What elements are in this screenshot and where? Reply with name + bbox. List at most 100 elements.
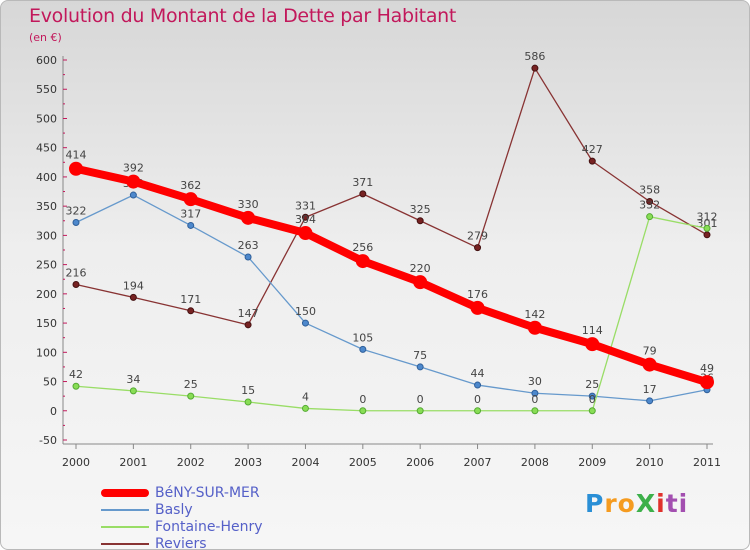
- data-label: 301: [697, 217, 718, 230]
- data-label: 0: [474, 393, 481, 406]
- y-tick-label: 150: [36, 317, 57, 330]
- data-point: [72, 382, 80, 390]
- data-label: 392: [123, 162, 144, 175]
- data-point: [646, 213, 654, 221]
- data-point: [531, 64, 539, 72]
- data-label: 362: [180, 179, 201, 192]
- data-label: 332: [639, 199, 660, 212]
- series-line: [75, 194, 708, 402]
- data-label: 0: [417, 393, 424, 406]
- data-point: [413, 275, 428, 290]
- data-label: 25: [184, 378, 198, 391]
- data-label: 42: [69, 368, 83, 381]
- data-point: [301, 319, 309, 327]
- data-label: 312: [697, 210, 718, 223]
- data-point: [244, 398, 252, 406]
- data-label: 114: [582, 324, 603, 337]
- y-tick-label: 350: [36, 200, 57, 213]
- data-point: [703, 224, 711, 232]
- data-label: 325: [410, 203, 431, 216]
- logo-letter: o: [617, 489, 636, 518]
- data-point: [187, 307, 195, 315]
- logo-letter: t: [665, 489, 679, 518]
- data-point: [187, 392, 195, 400]
- proxiti-logo: ProXiti: [585, 489, 688, 518]
- line-chart: -500501001502002503003504004505005506002…: [36, 50, 721, 469]
- data-label: 79: [643, 345, 657, 358]
- chart-title: Evolution du Montant de la Dette par Hab…: [29, 5, 457, 27]
- legend-label: Basly: [155, 502, 193, 518]
- x-tick-label: 2002: [177, 456, 205, 469]
- unit-label: (en €): [29, 31, 62, 44]
- data-label: 427: [582, 143, 603, 156]
- data-label: 586: [524, 50, 545, 63]
- data-label: 0: [531, 393, 538, 406]
- data-label: 49: [700, 362, 714, 375]
- data-label: 34: [126, 373, 140, 386]
- data-label: 358: [639, 183, 660, 196]
- data-label: 317: [180, 207, 201, 220]
- data-label: 256: [352, 241, 373, 254]
- data-label: 322: [66, 205, 87, 218]
- data-label: 331: [295, 199, 316, 212]
- data-label: 194: [123, 279, 144, 292]
- data-point: [474, 407, 482, 415]
- logo-letter: i: [678, 489, 689, 518]
- legend-label: BéNY-SUR-MER: [155, 485, 260, 501]
- data-label: 414: [66, 149, 87, 162]
- legend-label: Fontaine-Henry: [155, 519, 263, 535]
- data-point: [585, 337, 600, 352]
- x-tick-label: 2005: [349, 456, 377, 469]
- data-label: 44: [471, 367, 485, 380]
- data-point: [646, 397, 654, 405]
- data-label: 304: [295, 213, 316, 226]
- data-label: 4: [302, 390, 309, 403]
- x-tick-label: 2011: [693, 456, 721, 469]
- data-point: [416, 407, 424, 415]
- data-point: [416, 363, 424, 371]
- series-line: [75, 67, 708, 326]
- data-label: 220: [410, 262, 431, 275]
- y-tick-label: 250: [36, 259, 57, 272]
- data-label: 0: [589, 393, 596, 406]
- data-point: [531, 389, 539, 397]
- y-tick-label: 450: [36, 142, 57, 155]
- y-tick-label: 200: [36, 288, 57, 301]
- data-label: 15: [241, 384, 255, 397]
- data-point: [241, 210, 256, 225]
- data-point: [588, 407, 596, 415]
- data-point: [72, 219, 80, 227]
- y-tick-label: 600: [36, 54, 57, 67]
- data-label: 75: [413, 349, 427, 362]
- data-point: [700, 375, 714, 390]
- x-tick-label: 2008: [521, 456, 549, 469]
- data-point: [69, 161, 83, 176]
- logo-letter: i: [656, 489, 666, 518]
- data-point: [244, 253, 252, 261]
- x-tick-label: 2009: [578, 456, 606, 469]
- data-point: [126, 174, 141, 189]
- data-point: [642, 357, 657, 372]
- data-point: [187, 221, 195, 229]
- y-tick-label: 100: [36, 346, 57, 359]
- data-label: 150: [295, 305, 316, 318]
- legend-swatch: [101, 489, 149, 497]
- data-point: [359, 345, 367, 353]
- series-line: [72, 164, 711, 387]
- data-point: [588, 157, 596, 165]
- data-label: 105: [352, 331, 373, 344]
- y-tick-label: -50: [39, 434, 57, 447]
- y-tick-label: 400: [36, 171, 57, 184]
- data-point: [298, 226, 313, 241]
- legend-swatch: [101, 509, 149, 511]
- data-point: [359, 407, 367, 415]
- data-label: 142: [524, 308, 545, 321]
- data-point: [129, 293, 137, 301]
- data-point: [183, 192, 198, 207]
- data-label: 171: [180, 293, 201, 306]
- data-label: 30: [528, 375, 542, 388]
- data-point: [474, 244, 482, 252]
- data-point: [129, 387, 137, 395]
- x-tick-label: 2000: [62, 456, 90, 469]
